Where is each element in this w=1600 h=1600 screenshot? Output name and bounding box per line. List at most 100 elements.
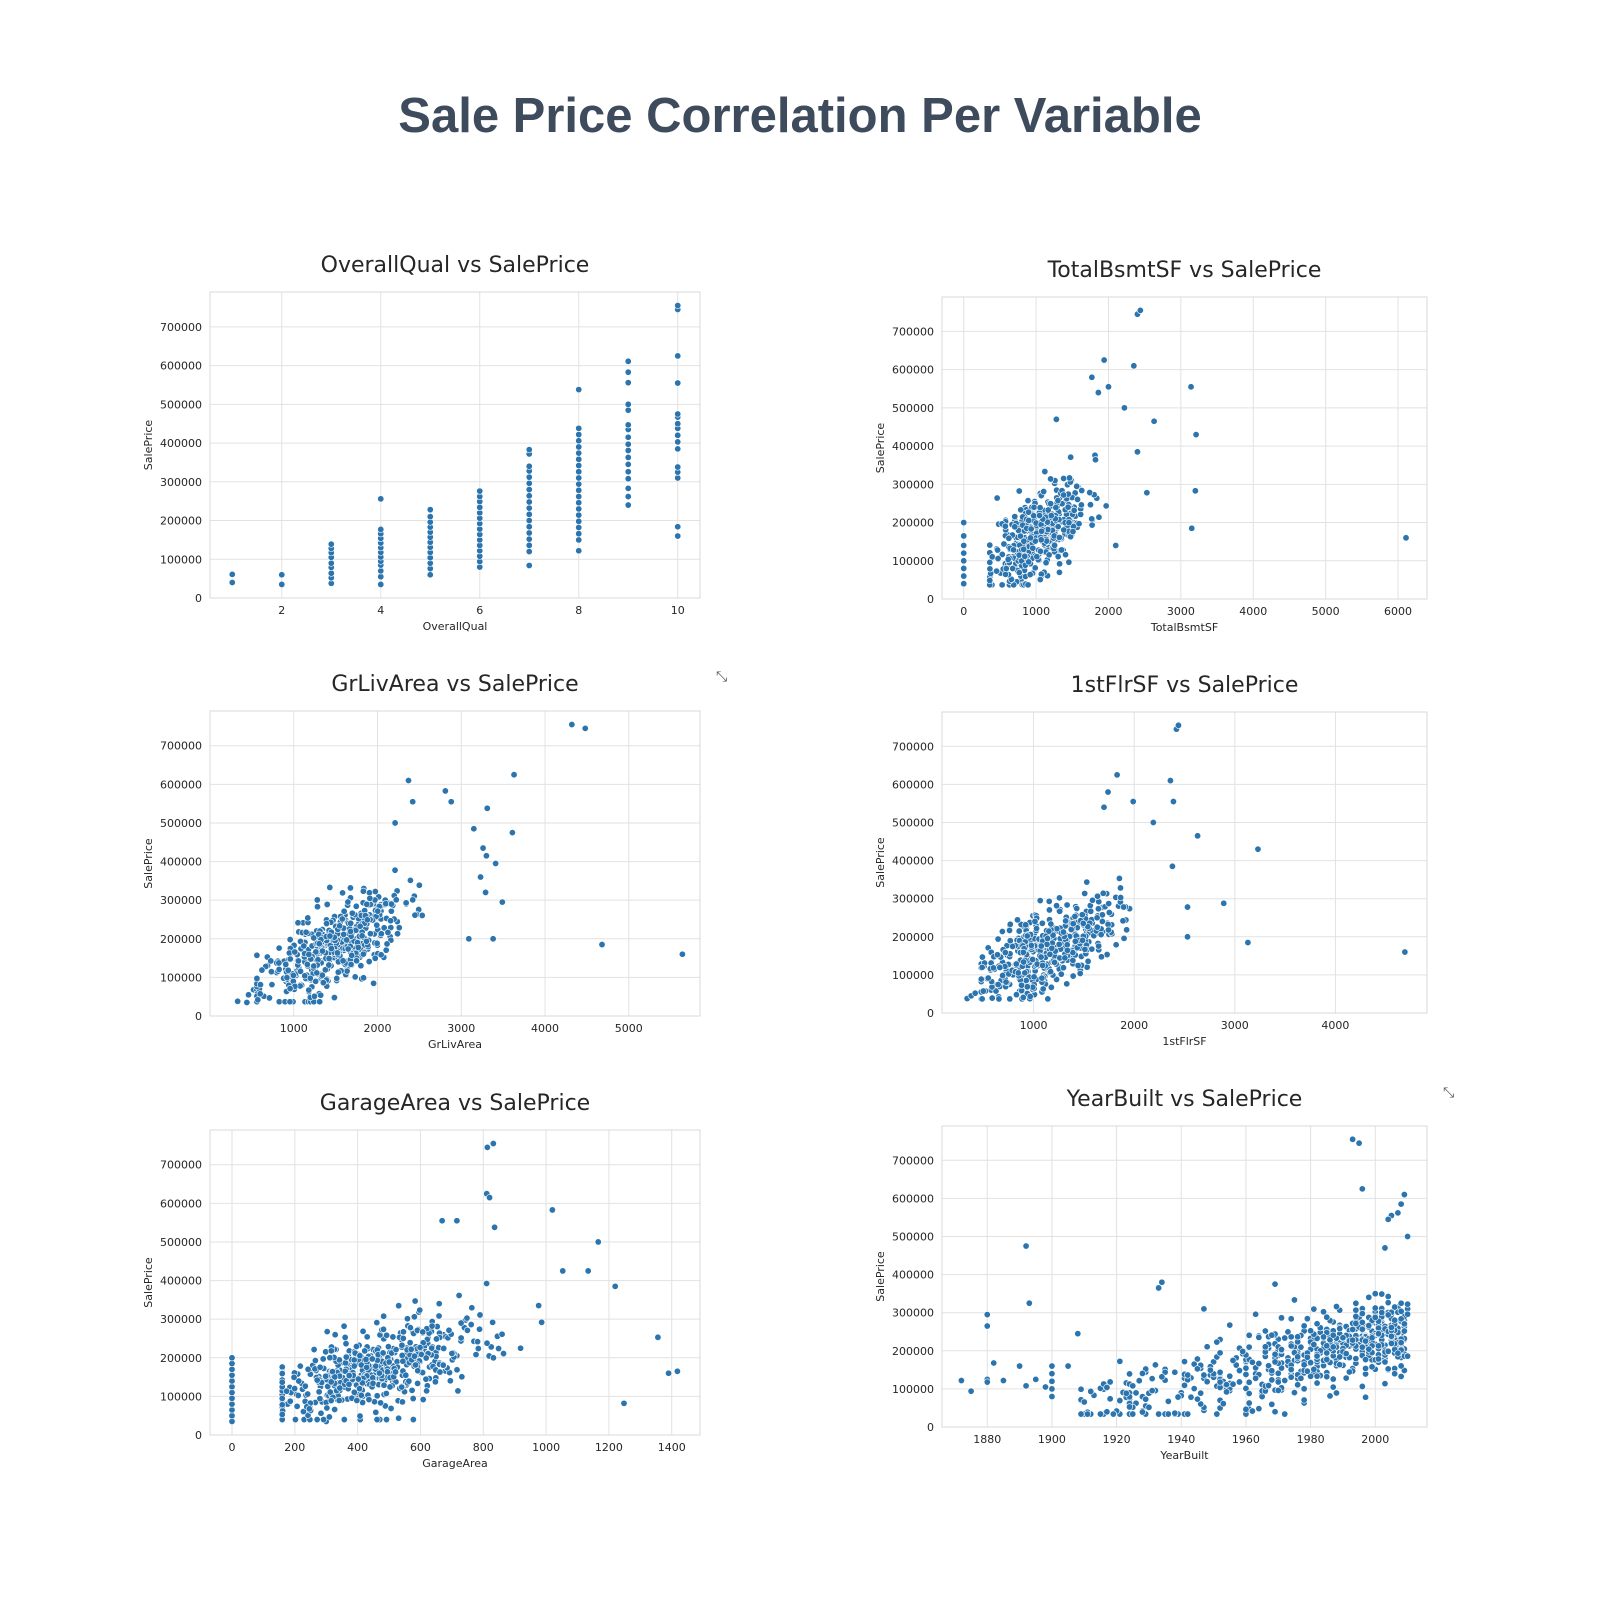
data-point bbox=[525, 541, 533, 549]
data-point bbox=[387, 1404, 395, 1412]
plot-frame bbox=[941, 1125, 1428, 1428]
data-point bbox=[283, 1387, 291, 1395]
data-point bbox=[313, 1376, 321, 1384]
data-point bbox=[345, 1372, 353, 1380]
data-point bbox=[447, 798, 455, 806]
data-point bbox=[1086, 501, 1094, 509]
y-tick-label: 700000 bbox=[160, 321, 202, 334]
data-point bbox=[1060, 491, 1068, 499]
data-point bbox=[575, 386, 583, 394]
data-point bbox=[575, 530, 583, 538]
data-point bbox=[1030, 503, 1038, 511]
data-point bbox=[304, 914, 312, 922]
data-point bbox=[1135, 1377, 1143, 1385]
y-tick-label: 500000 bbox=[892, 816, 934, 829]
x-tick-label: 2000 bbox=[1120, 1019, 1148, 1032]
data-point bbox=[372, 1408, 380, 1416]
data-point bbox=[1300, 1385, 1308, 1393]
data-point bbox=[1180, 1358, 1188, 1366]
data-point bbox=[1164, 1410, 1172, 1418]
data-point bbox=[1002, 978, 1010, 986]
data-point bbox=[674, 379, 682, 387]
data-point bbox=[1187, 1393, 1195, 1401]
data-point bbox=[435, 1312, 443, 1320]
data-point bbox=[327, 945, 335, 953]
data-point bbox=[1274, 1386, 1282, 1394]
y-tick-label: 200000 bbox=[160, 515, 202, 528]
data-point bbox=[1244, 939, 1252, 947]
data-point bbox=[1020, 537, 1028, 545]
y-tick-label: 300000 bbox=[160, 894, 202, 907]
data-point bbox=[1015, 487, 1023, 495]
data-point bbox=[1216, 1349, 1224, 1357]
data-point bbox=[1094, 905, 1102, 913]
data-point bbox=[990, 964, 998, 972]
data-point bbox=[360, 974, 368, 982]
data-point bbox=[377, 580, 385, 588]
data-point bbox=[382, 946, 390, 954]
data-point bbox=[1045, 897, 1053, 905]
data-point bbox=[320, 1416, 328, 1424]
data-point bbox=[1320, 1333, 1328, 1341]
data-point bbox=[1042, 559, 1050, 567]
data-point bbox=[319, 1355, 327, 1363]
data-point bbox=[312, 948, 320, 956]
expand-icon[interactable]: ⤡ bbox=[716, 669, 728, 685]
data-point bbox=[1071, 912, 1079, 920]
data-point bbox=[313, 903, 321, 911]
data-point bbox=[316, 998, 324, 1006]
data-point bbox=[1024, 581, 1032, 589]
expand-icon[interactable]: ⤡ bbox=[1443, 1085, 1455, 1101]
data-point bbox=[1056, 560, 1064, 568]
data-point bbox=[356, 1385, 364, 1393]
data-point bbox=[986, 565, 994, 573]
data-point bbox=[1371, 1313, 1379, 1321]
data-point bbox=[291, 1416, 299, 1424]
data-point bbox=[1055, 940, 1063, 948]
data-point bbox=[341, 1359, 349, 1367]
data-point bbox=[347, 927, 355, 935]
data-point bbox=[960, 557, 968, 565]
data-point bbox=[409, 798, 417, 806]
y-axis-label: SalePrice bbox=[874, 1251, 887, 1302]
data-point bbox=[1300, 1361, 1308, 1369]
data-point bbox=[380, 924, 388, 932]
y-tick-label: 0 bbox=[195, 1429, 202, 1442]
data-point bbox=[1206, 1366, 1214, 1374]
data-point bbox=[323, 1328, 331, 1336]
data-point bbox=[326, 883, 334, 891]
data-point bbox=[999, 1377, 1007, 1385]
data-point bbox=[996, 963, 1004, 971]
data-point bbox=[383, 1368, 391, 1376]
data-point bbox=[339, 889, 347, 897]
data-point bbox=[1184, 1410, 1192, 1418]
data-point bbox=[1062, 551, 1070, 559]
y-tick-label: 100000 bbox=[892, 1383, 934, 1396]
data-point bbox=[1265, 1382, 1273, 1390]
data-point bbox=[343, 967, 351, 975]
data-point bbox=[624, 446, 632, 454]
data-point bbox=[1054, 497, 1062, 505]
data-point bbox=[1397, 1299, 1405, 1307]
data-point bbox=[286, 955, 294, 963]
x-tick-label: 1940 bbox=[1167, 1433, 1195, 1446]
data-point bbox=[624, 379, 632, 387]
data-point bbox=[598, 941, 606, 949]
data-point bbox=[1184, 903, 1192, 911]
data-point bbox=[993, 494, 1001, 502]
data-point bbox=[1044, 935, 1052, 943]
data-point bbox=[340, 907, 348, 915]
data-point bbox=[350, 1362, 358, 1370]
data-point bbox=[1384, 1293, 1392, 1301]
data-point bbox=[305, 950, 313, 958]
data-point bbox=[1284, 1328, 1292, 1336]
data-point bbox=[1307, 1359, 1315, 1367]
data-point bbox=[327, 1378, 335, 1386]
data-point bbox=[267, 968, 275, 976]
data-point bbox=[359, 887, 367, 895]
data-point bbox=[1313, 1379, 1321, 1387]
data-point bbox=[278, 571, 286, 579]
data-point bbox=[1349, 1336, 1357, 1344]
data-point bbox=[1391, 1303, 1399, 1311]
data-point bbox=[575, 493, 583, 501]
